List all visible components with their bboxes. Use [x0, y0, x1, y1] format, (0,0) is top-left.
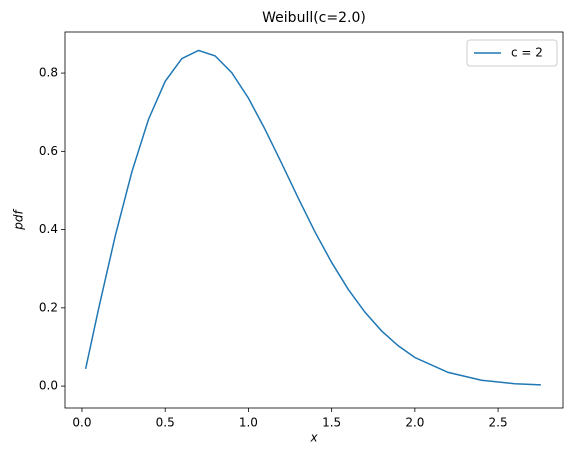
x-tick-label: 0.0 — [72, 416, 91, 430]
y-tick-label: 0.0 — [39, 379, 58, 393]
x-tick-label: 0.5 — [156, 416, 175, 430]
y-axis-label: pdf — [12, 209, 26, 231]
line-series — [84, 49, 541, 386]
chart-title: Weibull(c=2.0) — [262, 10, 366, 26]
y-tick-label: 0.4 — [39, 222, 58, 236]
x-tick-label: 1.0 — [239, 416, 258, 430]
y-tick-label: 0.2 — [39, 300, 58, 314]
x-tick-label: 2.0 — [405, 416, 424, 430]
y-tick-label: 0.6 — [39, 144, 58, 158]
legend-label: c = 2 — [511, 46, 543, 60]
plot-frame — [64, 31, 564, 409]
x-axis-label: x — [309, 431, 318, 445]
legend-box — [466, 39, 558, 67]
y-tick-label: 0.8 — [39, 66, 58, 80]
x-tick-label: 1.5 — [322, 416, 341, 430]
x-tick-label: 2.5 — [489, 416, 508, 430]
